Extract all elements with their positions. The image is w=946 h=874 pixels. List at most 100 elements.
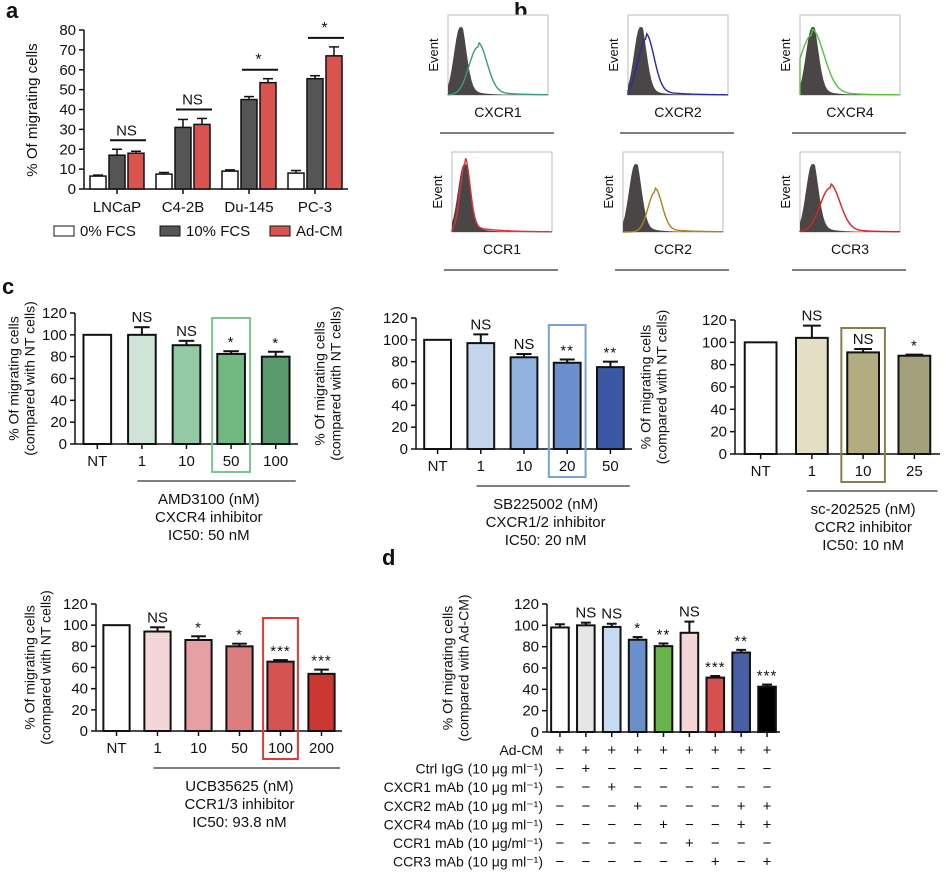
significance-label: NS: [131, 309, 152, 326]
legend-label: Ad-CM: [296, 223, 343, 240]
y-tick-label: 20: [710, 424, 727, 441]
significance-label: *: [255, 52, 261, 69]
y-tick-label: 20: [522, 703, 539, 720]
y-tick-label: 0: [719, 446, 727, 463]
significance-label: NS: [147, 609, 168, 626]
treatment-sign: +: [581, 761, 590, 778]
y-tick-label: 20: [391, 419, 408, 436]
bar: [306, 77, 324, 190]
x-axis-label: CCR1: [483, 241, 521, 257]
treatment-row-label: CXCR1 mAb (10 μg ml⁻¹): [384, 779, 543, 795]
bar: [225, 645, 254, 732]
treatment-sign: +: [659, 742, 668, 759]
treatment-row-label: Ctrl IgG (10 μg ml⁻¹): [416, 761, 543, 777]
treatment-sign: −: [685, 798, 694, 815]
treatment-sign: −: [556, 854, 565, 871]
treatment-sign: −: [685, 779, 694, 796]
bar: [552, 361, 582, 450]
treatment-sign: −: [633, 761, 642, 778]
treatment-sign: −: [763, 835, 772, 852]
y-tick-label: 0: [80, 723, 88, 740]
treatment-sign: −: [633, 854, 642, 871]
y-axis-label: Event: [426, 38, 441, 72]
y-tick-label: 60: [522, 660, 539, 677]
y-tick-label: 40: [59, 102, 76, 119]
bar: [596, 366, 625, 450]
y-tick-label: 70: [59, 42, 76, 59]
bar: [102, 624, 131, 733]
treatment-sign: +: [607, 742, 616, 759]
y-tick-label: 30: [59, 121, 76, 138]
x-tick-label: LNCaP: [93, 199, 141, 216]
bar: [221, 170, 239, 190]
x-axis-label: CXCR1: [474, 104, 522, 120]
treatment-sign: −: [659, 798, 668, 815]
significance-label: NS: [601, 606, 622, 623]
bar: [89, 175, 107, 190]
x-tick-label: 1: [138, 453, 146, 470]
bar: [897, 354, 932, 456]
x-axis-label: CCR2: [654, 241, 692, 257]
significance-label: NS: [575, 605, 596, 622]
y-tick-label: 0: [68, 181, 76, 198]
y-tick-label: 80: [59, 22, 76, 39]
treatment-sign: −: [659, 761, 668, 778]
legend-swatch: [269, 225, 291, 237]
significance-label: ***: [270, 643, 291, 660]
significance-label: NS: [801, 308, 822, 325]
x-tick-label: NT: [107, 740, 127, 757]
group-label: IC50: 50 nM: [168, 527, 250, 544]
y-tick-label: 60: [391, 376, 408, 393]
treatment-sign: +: [685, 835, 694, 852]
y-tick-label: 40: [50, 392, 67, 409]
x-tick-label: 20: [559, 458, 576, 475]
y-tick-label: 20: [59, 141, 76, 158]
treatment-row-label: CCR1 mAb (10 μg/ml⁻¹): [393, 835, 543, 851]
treatment-sign: +: [763, 854, 772, 871]
treatment-sign: +: [659, 816, 668, 833]
bar: [743, 341, 778, 456]
bar: [627, 638, 648, 734]
x-tick-label: Du-145: [224, 199, 273, 216]
significance-label: **: [560, 342, 574, 359]
bar: [601, 625, 622, 734]
x-axis-label: CXCR2: [654, 104, 702, 120]
x-tick-label: 1: [153, 740, 161, 757]
bar: [171, 344, 202, 445]
stained-histogram-ccr2: [622, 186, 724, 233]
y-tick-label: 120: [383, 310, 408, 327]
bar: [307, 672, 336, 732]
treatment-sign: +: [556, 742, 565, 759]
x-tick-label: 50: [602, 458, 619, 475]
y-axis-label: Event: [430, 175, 445, 209]
bar: [576, 624, 596, 733]
treatment-sign: −: [711, 779, 720, 796]
x-tick-label: 100: [263, 453, 288, 470]
stained-histogram-cxcr4: [799, 27, 901, 96]
control-histogram: [623, 164, 723, 232]
control-histogram: [448, 27, 548, 95]
x-tick-label: C4-2B: [162, 199, 205, 216]
treatment-sign: −: [737, 835, 746, 852]
y-tick-label: 40: [522, 681, 539, 698]
bar: [705, 676, 726, 733]
treatment-sign: −: [685, 854, 694, 871]
significance-label: *: [321, 20, 327, 37]
bar: [240, 98, 258, 190]
group-label: CXCR1/2 inhibitor: [486, 514, 606, 531]
group-label: CCR1/3 inhibitor: [184, 796, 294, 813]
y-axis-label: (compared with NT cells): [38, 590, 54, 745]
x-tick-label: 50: [223, 453, 240, 470]
treatment-sign: −: [711, 816, 720, 833]
treatment-sign: +: [737, 816, 746, 833]
y-tick-label: 10: [59, 161, 76, 178]
group-label: CXCR4 inhibitor: [155, 509, 263, 526]
treatment-sign: +: [763, 816, 772, 833]
y-axis-label: % Of migrating cells: [24, 43, 41, 176]
significance-label: NS: [514, 336, 535, 353]
y-tick-label: 120: [514, 596, 539, 613]
treatment-sign: −: [711, 761, 720, 778]
treatment-sign: +: [763, 798, 772, 815]
y-tick-label: 60: [59, 62, 76, 79]
